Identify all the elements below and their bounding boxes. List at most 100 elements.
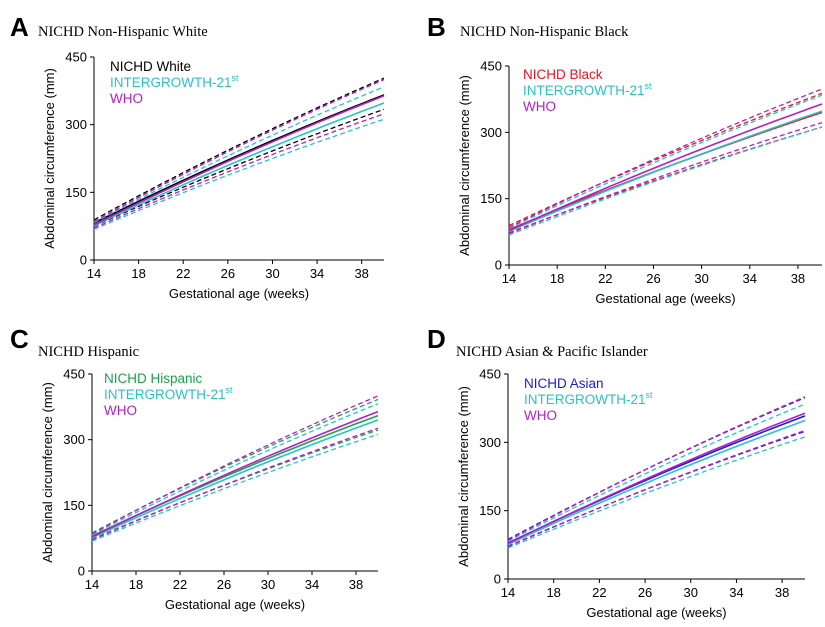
series-line-percentile <box>91 395 379 535</box>
x-tick-label: 14 <box>85 577 99 592</box>
series-line-median <box>93 94 385 224</box>
series-line-median <box>93 102 385 227</box>
x-tick-label: 14 <box>87 266 101 281</box>
y-tick-label: 300 <box>480 125 502 140</box>
y-tick-label: 150 <box>63 498 85 513</box>
series-line-median <box>93 95 385 226</box>
series-line-percentile <box>508 126 823 236</box>
y-tick-label: 0 <box>78 564 85 579</box>
series-line-median <box>508 103 823 232</box>
x-tick-label: 38 <box>354 266 368 281</box>
y-axis-title: Abdominal circumference (mm) <box>457 75 472 256</box>
y-tick-label: 450 <box>480 59 502 74</box>
legend-entry: NICHD White <box>110 59 191 74</box>
series-line-percentile <box>93 108 385 227</box>
x-tick-label: 38 <box>791 271 805 286</box>
legend-entry: WHO <box>110 91 143 106</box>
series-line-percentile <box>508 94 823 229</box>
y-tick-label: 0 <box>495 258 502 273</box>
x-tick-label: 18 <box>550 271 564 286</box>
panel-title: NICHD Asian & Pacific Islander <box>456 344 648 360</box>
panel-letter: C <box>10 324 29 354</box>
panel-title: NICHD Hispanic <box>38 344 139 360</box>
x-tick-label: 22 <box>176 266 190 281</box>
legend-entry: WHO <box>104 403 137 418</box>
x-tick-label: 34 <box>310 266 324 281</box>
x-tick-label: 14 <box>502 271 516 286</box>
legend-entry: WHO <box>523 99 556 114</box>
legend-entry: NICHD Black <box>523 67 603 82</box>
x-tick-label: 26 <box>217 577 231 592</box>
legend-entry: INTERGROWTH-21st <box>104 385 233 402</box>
series-line-percentile <box>508 121 823 235</box>
y-axis-title: Abdominal circumference (mm) <box>42 68 57 249</box>
series-line-median <box>507 419 806 546</box>
series-line-percentile <box>93 118 385 230</box>
series-line-median <box>507 412 806 545</box>
y-tick-label: 0 <box>80 253 87 268</box>
x-tick-label: 26 <box>646 271 660 286</box>
x-tick-label: 38 <box>775 585 789 600</box>
panel-title: NICHD Non-Hispanic White <box>38 24 208 40</box>
x-tick-label: 30 <box>265 266 279 281</box>
panel-letter: A <box>10 12 29 42</box>
x-tick-label: 34 <box>305 577 319 592</box>
panel-c: C NICHD Hispanic 0 150 300 450 14 18 22 26 30 34 38 G… <box>10 324 379 612</box>
x-tick-label: 26 <box>221 266 235 281</box>
legend-entry: INTERGROWTH-21st <box>524 390 653 407</box>
x-tick-label: 22 <box>592 585 606 600</box>
x-tick-label: 34 <box>729 585 743 600</box>
y-tick-label: 450 <box>479 367 501 382</box>
panel-d: D NICHD Asian & Pacific Islander 0 150 300 45… <box>427 324 806 620</box>
series-line-percentile <box>93 77 385 221</box>
series-line-median <box>508 110 823 233</box>
x-axis-title: Gestational age (weeks) <box>165 597 305 612</box>
panel-letter: B <box>427 12 446 42</box>
x-tick-label: 34 <box>743 271 757 286</box>
y-tick-label: 450 <box>65 50 87 65</box>
x-axis-title: Gestational age (weeks) <box>169 286 309 301</box>
series-line-median <box>91 419 379 539</box>
y-tick-label: 300 <box>65 117 87 132</box>
series-line-median <box>91 410 379 538</box>
panel-a: A NICHD Non-Hispanic White 0 150 300 450 14 18 2… <box>10 12 385 301</box>
y-tick-label: 0 <box>494 572 501 587</box>
y-axis-title: Abdominal circumference (mm) <box>456 386 471 567</box>
panel-b: B NICHD Non-Hispanic Black 0 150 300 450 14 18 2… <box>427 12 823 306</box>
x-tick-label: 22 <box>173 577 187 592</box>
x-tick-label: 22 <box>598 271 612 286</box>
x-tick-label: 18 <box>546 585 560 600</box>
panel-letter: D <box>427 324 446 354</box>
y-tick-label: 150 <box>480 191 502 206</box>
series-line-percentile <box>508 88 823 228</box>
y-tick-label: 150 <box>479 503 501 518</box>
y-axis-title: Abdominal circumference (mm) <box>40 382 55 563</box>
x-axis-title: Gestational age (weeks) <box>586 605 726 620</box>
legend-entry: NICHD Hispanic <box>104 371 203 386</box>
legend-entry: WHO <box>524 408 557 423</box>
series-line-percentile <box>93 86 385 224</box>
x-tick-label: 18 <box>131 266 145 281</box>
x-tick-label: 26 <box>638 585 652 600</box>
series-line-percentile <box>507 396 806 541</box>
y-tick-label: 300 <box>63 432 85 447</box>
x-tick-label: 14 <box>501 585 515 600</box>
legend-entry: INTERGROWTH-21st <box>110 73 239 90</box>
panel-title: NICHD Non-Hispanic Black <box>460 24 629 40</box>
y-tick-label: 150 <box>65 185 87 200</box>
y-tick-label: 300 <box>479 435 501 450</box>
series-line-percentile <box>91 433 379 542</box>
series-line-percentile <box>93 113 385 229</box>
legend-entry: NICHD Asian <box>524 376 604 391</box>
x-axis-title: Gestational age (weeks) <box>595 291 735 306</box>
y-tick-label: 450 <box>63 367 85 382</box>
x-tick-label: 18 <box>129 577 143 592</box>
series-line-percentile <box>91 403 379 536</box>
series-line-percentile <box>91 427 379 541</box>
x-tick-label: 30 <box>261 577 275 592</box>
series-line-percentile <box>91 398 379 534</box>
series-line-percentile <box>507 436 806 549</box>
x-tick-label: 30 <box>684 585 698 600</box>
x-tick-label: 38 <box>349 577 363 592</box>
